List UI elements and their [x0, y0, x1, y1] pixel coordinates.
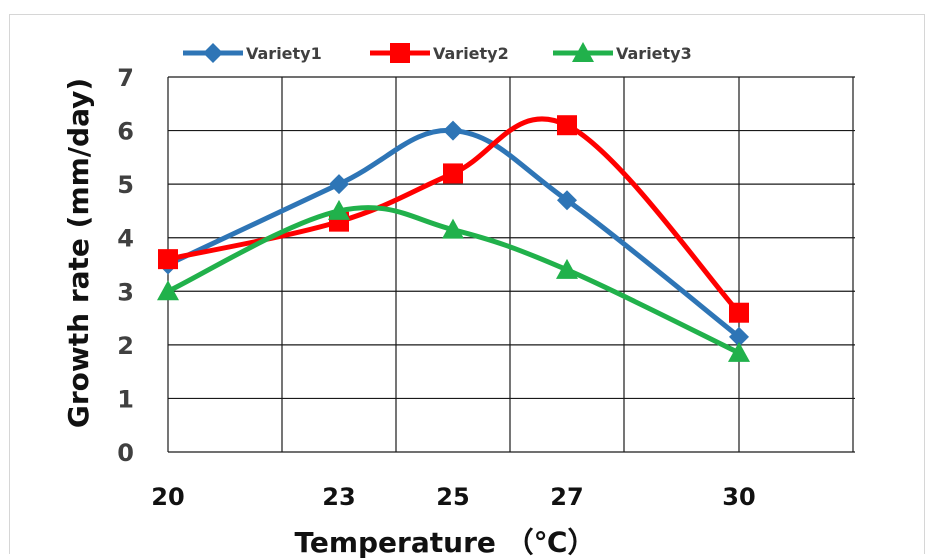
- data-point: [329, 174, 349, 195]
- y-tick-label: 3: [117, 278, 134, 306]
- y-tick-label: 0: [117, 439, 134, 467]
- data-point: [443, 163, 463, 184]
- data-point: [442, 218, 464, 239]
- y-tick-label: 6: [117, 118, 134, 146]
- legend-label: Variety2: [433, 44, 509, 63]
- legend-label: Variety1: [246, 44, 322, 63]
- data-point: [557, 190, 577, 211]
- data-point: [728, 341, 750, 362]
- data-point: [158, 249, 178, 270]
- series-group: [157, 115, 750, 362]
- legend-item: Variety1: [183, 43, 322, 63]
- legend-marker: [390, 43, 410, 63]
- legend: Variety1 Variety2 Variety3: [183, 42, 692, 63]
- data-point: [729, 302, 749, 323]
- data-point: [556, 258, 578, 279]
- y-tick-labels: 0 1 2 3 4 5 6 7: [117, 64, 134, 467]
- y-axis-title: Growth rate (mm/day): [62, 78, 95, 428]
- grid: [167, 76, 855, 453]
- data-point: [443, 120, 463, 141]
- series-line: [165, 116, 742, 316]
- y-tick-label: 7: [117, 64, 134, 92]
- x-tick-label: 27: [550, 483, 583, 511]
- data-point: [729, 326, 749, 347]
- chart-frame: [9, 14, 925, 554]
- x-tick-label: 23: [322, 483, 355, 511]
- y-tick-label: 5: [117, 171, 134, 199]
- data-point: [328, 199, 350, 220]
- x-tick-labels: 20 23 25 27 30: [151, 483, 755, 511]
- y-tick-label: 2: [117, 332, 134, 360]
- series-variety3: [157, 199, 750, 362]
- x-tick-label: 20: [151, 483, 184, 511]
- legend-label: Variety3: [616, 44, 692, 63]
- data-point: [557, 115, 577, 136]
- legend-item: Variety2: [370, 43, 509, 63]
- legend-marker: [572, 42, 594, 62]
- x-axis-title: Temperature （℃）: [294, 526, 595, 559]
- legend-marker: [203, 43, 223, 63]
- legend-item: Variety3: [553, 42, 692, 63]
- y-tick-label: 1: [117, 385, 134, 413]
- y-tick-label: 4: [117, 225, 134, 253]
- data-point: [157, 280, 179, 301]
- x-tick-label: 30: [722, 483, 755, 511]
- x-tick-label: 25: [436, 483, 469, 511]
